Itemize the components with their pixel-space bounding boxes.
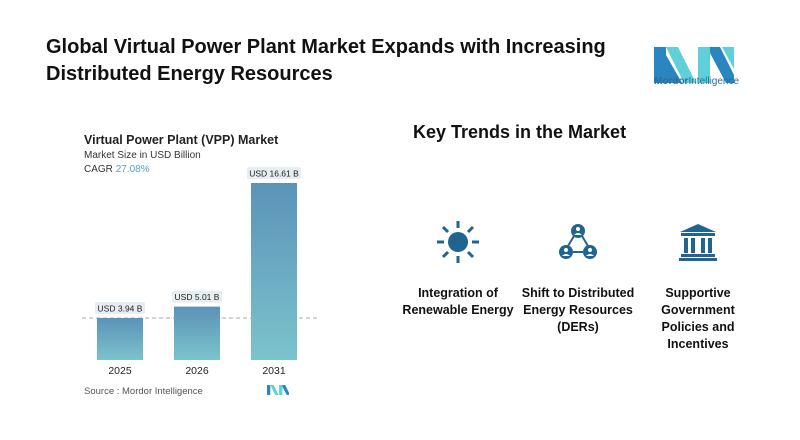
chart-subtitle: Market Size in USD Billion (84, 150, 201, 161)
mini-logo (267, 385, 289, 395)
bar-2026 (174, 306, 220, 360)
data-label: USD 5.01 B (175, 292, 220, 302)
x-tick-label: 2026 (185, 365, 209, 377)
data-label-bg (95, 302, 145, 315)
trend-renewable: Integration of Renewable Energy (398, 220, 518, 319)
mordor-logo (654, 47, 734, 83)
network-people-icon (559, 224, 597, 259)
x-tick-label: 2031 (262, 365, 286, 377)
bar-chart: USD 3.94 B 2025 USD 5.01 B 2026 USD 16.61 B 2… (82, 167, 318, 377)
data-label-bg (247, 167, 301, 179)
bar-2031 (251, 183, 297, 360)
data-label: USD 16.61 B (249, 169, 299, 179)
government-building-icon (679, 224, 717, 261)
chart-title: Virtual Power Plant (VPP) Market (84, 133, 279, 147)
x-tick-label: 2025 (108, 365, 132, 377)
sun-icon (437, 221, 479, 263)
trend-der: Shift to Distributed Energy Resources (D… (518, 220, 638, 336)
trend-label: Shift to Distributed Energy Resources (D… (521, 286, 635, 334)
page-title: Global Virtual Power Plant Market Expand… (46, 36, 606, 85)
data-label-bg (172, 290, 222, 303)
key-trends-title: Key Trends in the Market (413, 122, 627, 142)
data-label: USD 3.94 B (98, 304, 143, 314)
cagr-value: 27.08% (115, 164, 150, 175)
trend-policy: Supportive Government Policies and Incen… (638, 220, 758, 353)
chart-source: Source : Mordor Intelligence (84, 386, 203, 397)
logo-text: MordorIntelligence (654, 76, 740, 87)
bar-2025 (97, 318, 143, 360)
cagr: CAGR 27.08% (84, 164, 150, 175)
trend-label: Integration of Renewable Energy (402, 286, 514, 317)
trend-label: Supportive Government Policies and Incen… (661, 286, 735, 351)
